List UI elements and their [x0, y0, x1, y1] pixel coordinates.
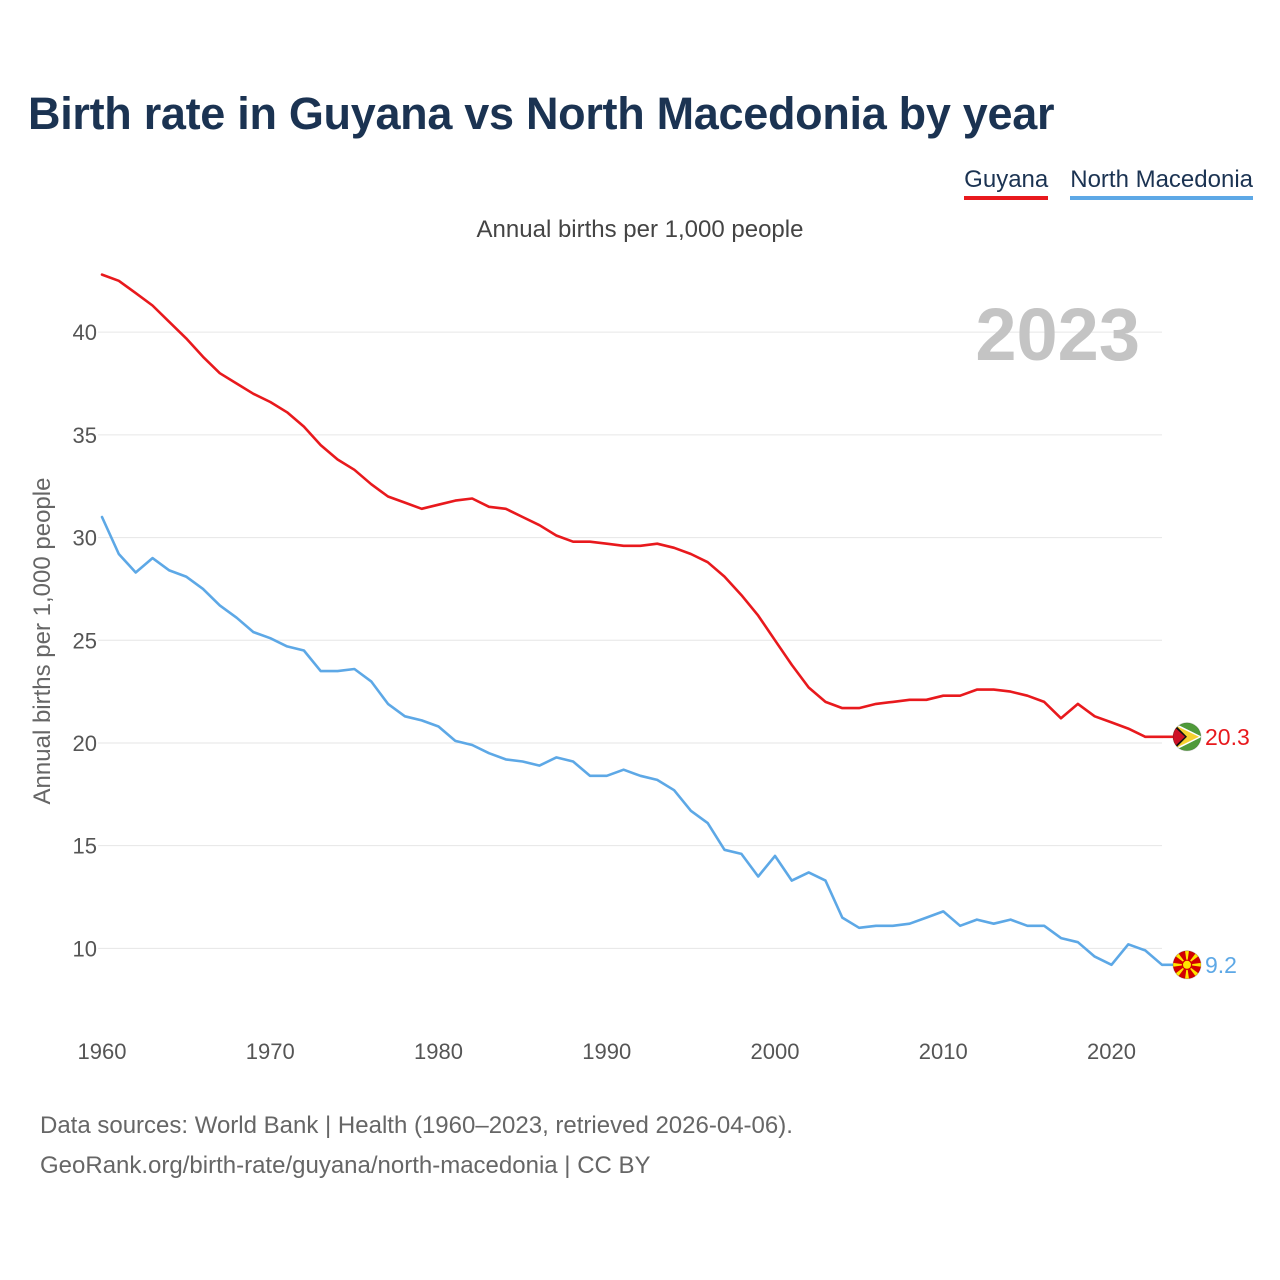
data-sources: Data sources: World Bank | Health (1960–…	[40, 1112, 793, 1139]
series-line-guyana	[100, 273, 1164, 739]
x-tick-label: 1980	[414, 1039, 463, 1064]
x-tick-label: 2010	[919, 1039, 968, 1064]
chart-footer: Data sources: World Bank | Health (1960–…	[40, 1106, 793, 1186]
y-tick-label: 15	[73, 834, 97, 859]
chart-legend: Guyana North Macedonia	[964, 166, 1253, 200]
series-line-north-macedonia	[100, 515, 1164, 967]
y-tick-label: 20	[73, 731, 97, 756]
y-tick-label: 35	[73, 423, 97, 448]
chart-subtitle: Annual births per 1,000 people	[476, 216, 804, 243]
year-label: 2023	[975, 293, 1140, 376]
y-tick-label: 25	[73, 628, 97, 653]
y-tick-label: 40	[73, 320, 97, 345]
source-credit[interactable]: GeoRank.org/birth-rate/guyana/north-mace…	[40, 1152, 651, 1179]
x-tick-label: 2000	[751, 1039, 800, 1064]
end-value-label-north-macedonia: 9.2	[1205, 952, 1237, 978]
y-axis-title: Annual births per 1,000 people	[29, 478, 56, 805]
y-tick-label: 10	[73, 936, 97, 961]
legend-item-north-macedonia[interactable]: North Macedonia	[1070, 166, 1253, 200]
chart-title: Birth rate in Guyana vs North Macedonia …	[28, 88, 1055, 139]
guyana-flag-icon	[1172, 722, 1202, 752]
x-tick-label: 1990	[582, 1039, 631, 1064]
x-tick-label: 1970	[246, 1039, 295, 1064]
end-value-label-guyana: 20.3	[1205, 724, 1250, 750]
legend-item-guyana[interactable]: Guyana	[964, 166, 1049, 200]
x-tick-label: 1960	[78, 1039, 127, 1064]
x-tick-label: 2020	[1087, 1039, 1136, 1064]
y-tick-label: 30	[73, 526, 97, 551]
